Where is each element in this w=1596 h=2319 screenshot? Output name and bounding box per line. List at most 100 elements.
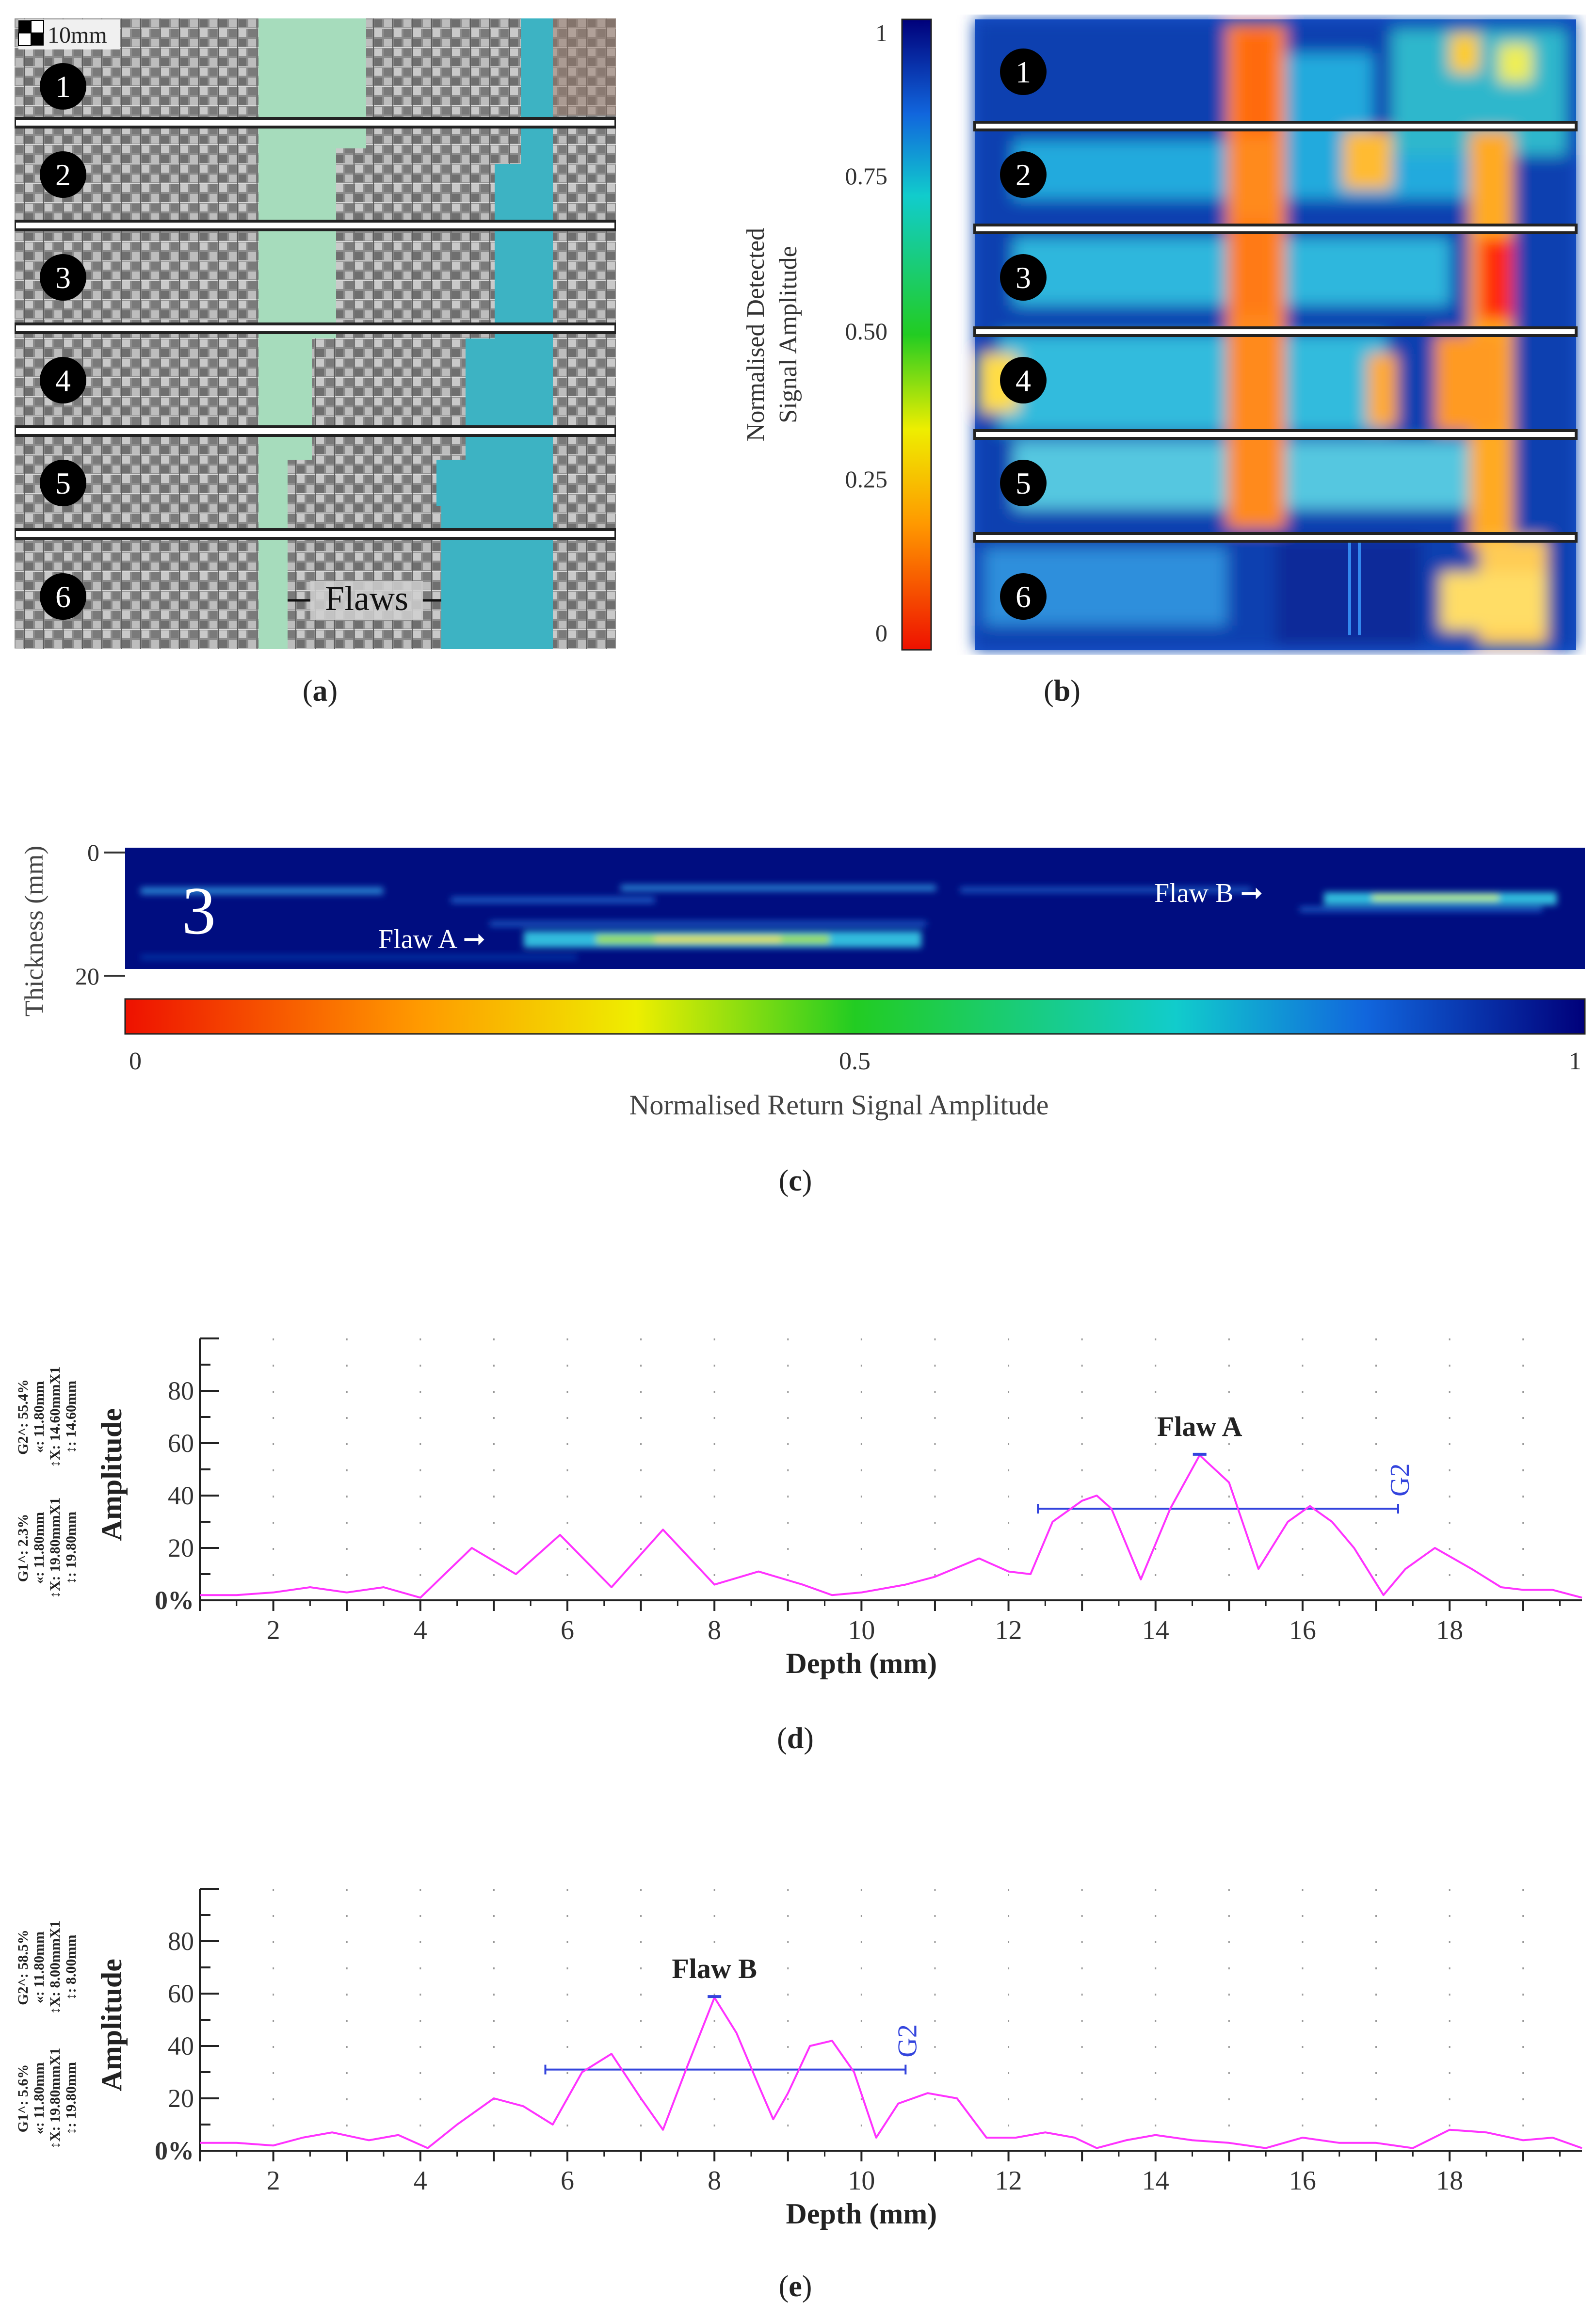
caption-b: (b) [1044, 675, 1080, 708]
svg-text:Flaws: Flaws [325, 579, 408, 618]
x-tick-label: 12 [995, 1615, 1022, 1645]
panel-c-yticks: 0 20 [75, 839, 99, 990]
y-tick-label: 20 [168, 1533, 194, 1562]
readout-text: G2^: 58.5%G1^: 5.6%«: 11.80mm«: 11.80mm↕… [15, 1920, 79, 2149]
x-tick-label: 16 [1289, 2166, 1316, 2196]
strip-number-2: 2 [40, 151, 86, 198]
svg-text:4: 4 [55, 363, 71, 398]
x-tick-label: 4 [414, 1615, 427, 1645]
flaws-label: Flaws [288, 579, 441, 620]
svg-text:3: 3 [1016, 260, 1031, 295]
x-tick-label: 2 [267, 2166, 280, 2196]
svg-text:20: 20 [75, 963, 99, 990]
readout-line: ↕X: 19.80mmX1 [47, 2048, 63, 2149]
heatmap-b-strip-1: 1 [1000, 48, 1047, 95]
y-tick-label: 80 [168, 1927, 194, 1956]
colorbar-b [901, 18, 932, 651]
caption-d: (d) [777, 1722, 814, 1755]
gate-label: G2 [892, 2024, 922, 2057]
svg-text:2: 2 [1016, 158, 1031, 192]
readout-line: ↕X: 8.00mmX1 [47, 1920, 63, 2014]
svg-text:4: 4 [1016, 363, 1031, 398]
x-tick-label: 10 [848, 1615, 875, 1645]
strip-number-4: 4 [40, 357, 86, 403]
flaw-annotation: Flaw A [1157, 1411, 1242, 1442]
x-tick-label: 6 [561, 2166, 574, 2196]
heatmap-b-strip-2: 2 [1000, 151, 1047, 198]
panel-a: 10mm 1 2 3 4 5 6 Flaws [15, 18, 616, 649]
chart-e: 0% 20 40 60 80 2 4 6 8 10 12 14 16 18 Depth (mm) Amplit… [15, 1888, 1582, 2230]
strip-number-3: 3 [40, 254, 86, 301]
x-tick-label: 14 [1142, 1615, 1169, 1645]
caption-e: (e) [778, 2270, 812, 2303]
x-tick-label: 4 [414, 2166, 427, 2196]
x-tick-label: 6 [561, 1615, 574, 1645]
heatmap-b-strip-3: 3 [1000, 254, 1047, 301]
flaw-b-label: Flaw B ➞ [1154, 878, 1263, 908]
gate-label: G2 [1385, 1464, 1415, 1497]
x-axis-label: Depth (mm) [786, 1647, 937, 1679]
colorbar-c-label: Normalised Return Signal Amplitude [629, 1089, 1048, 1121]
svg-text:1: 1 [1569, 1047, 1581, 1075]
svg-text:0.75: 0.75 [845, 162, 888, 190]
flaw-annotation: Flaw B [672, 1953, 757, 1984]
svg-text:5: 5 [55, 466, 71, 500]
readout-line: ↕X: 19.80mmX1 [47, 1498, 63, 1598]
svg-text:5: 5 [1016, 466, 1031, 500]
strip-number-6: 6 [40, 573, 86, 620]
colorbar-b-ticks: 1 0.75 0.50 0.25 0 [845, 19, 888, 646]
svg-text:1: 1 [1016, 55, 1031, 89]
readout-line: «: 11.80mm [31, 1932, 47, 2003]
x-tick-label: 10 [848, 2166, 875, 2196]
green-flaw [258, 18, 366, 649]
x-tick-label: 16 [1289, 1615, 1316, 1645]
svg-text:2: 2 [55, 158, 71, 192]
y-tick-label: 20 [168, 2084, 194, 2113]
svg-text:0: 0 [875, 619, 887, 646]
x-tick-label: 2 [267, 1615, 280, 1645]
svg-text:1: 1 [55, 69, 71, 104]
svg-text:6: 6 [1016, 580, 1031, 614]
heatmap-b-strip-4: 4 [1000, 357, 1047, 403]
x-tick-label: 8 [708, 1615, 721, 1645]
scale-label: 10mm [48, 22, 107, 48]
readout-line: G2^: 55.4% [15, 1379, 31, 1455]
readout-line: «: 11.80mm [31, 1381, 47, 1453]
svg-text:0.50: 0.50 [845, 318, 888, 345]
y-tick-label: 80 [168, 1376, 194, 1405]
readout-line: G1^: 5.6% [15, 2064, 31, 2133]
x-tick-label: 12 [995, 2166, 1022, 2196]
scale-marker: 10mm [18, 19, 120, 49]
svg-text:6: 6 [55, 580, 71, 614]
colorbar-c [124, 998, 1586, 1035]
y-axis-label: Amplitude [96, 1408, 128, 1541]
panel-c-ylabel: Thickness (mm) [19, 846, 48, 1016]
panel-c: Thickness (mm) 0 20 3 Flaw A ➞ Flaw B ➞ … [19, 839, 1586, 1121]
svg-text:3: 3 [55, 260, 71, 295]
readout-line: «: 11.80mm [31, 2062, 47, 2134]
caption-c: (c) [778, 1164, 812, 1197]
x-tick-label: 8 [708, 2166, 721, 2196]
y-tick-label: 40 [168, 2031, 194, 2061]
readout-line: ↕X: 14.60mmX1 [47, 1367, 63, 1467]
strip-number-5: 5 [40, 460, 86, 506]
readout-line: ↕: 19.80mm [63, 2062, 79, 2135]
svg-text:0: 0 [129, 1047, 142, 1075]
strip-number-1: 1 [40, 63, 86, 110]
svg-text:0: 0 [87, 839, 99, 866]
x-tick-label: 14 [1142, 2166, 1169, 2196]
y-tick-label: 60 [168, 1429, 194, 1458]
y-tick-label: 60 [168, 1979, 194, 2008]
bscan-image: 3 Flaw A ➞ Flaw B ➞ [125, 848, 1585, 969]
y-axis-label: Amplitude [96, 1959, 128, 2091]
svg-text:0.25: 0.25 [845, 466, 888, 493]
readout-line: G2^: 58.5% [15, 1930, 31, 2005]
bscan-strip-number: 3 [182, 873, 216, 949]
caption-a: (a) [302, 675, 338, 708]
readout-line: ↕: 19.80mm [63, 1512, 79, 1584]
colorbar-b-title-2: Signal Amplitude [774, 246, 802, 423]
amplitude-curve [200, 1997, 1582, 2149]
readout-line: ↕: 14.60mm [63, 1381, 79, 1453]
svg-text:1: 1 [875, 19, 887, 47]
colorbar-b-title-1: Normalised Detected [742, 228, 770, 441]
